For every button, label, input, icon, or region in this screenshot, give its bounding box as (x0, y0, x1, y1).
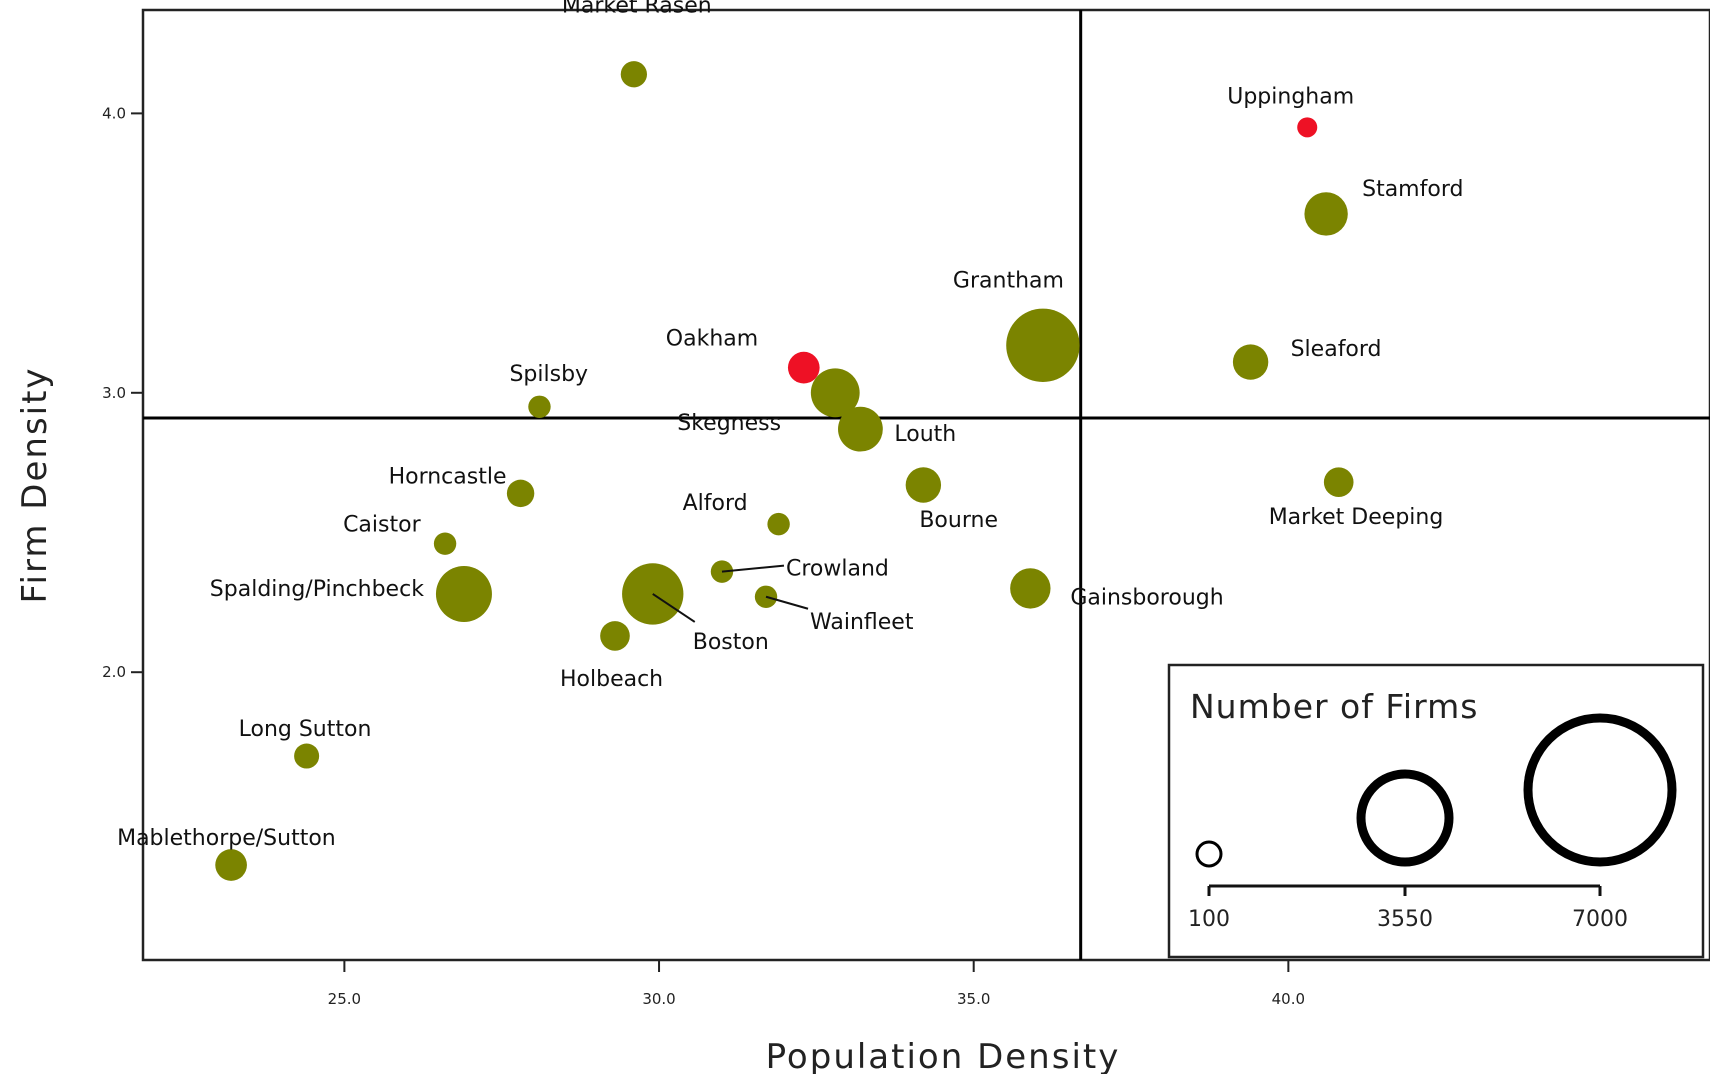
point-caistor (433, 532, 457, 555)
label-wainfleet: Wainfleet (810, 610, 914, 635)
label-stamford: Stamford (1362, 177, 1463, 202)
y-tick-label: 3.0 (102, 384, 126, 402)
label-gainsborough: Gainsborough (1070, 585, 1223, 610)
point-spilsby (528, 395, 551, 418)
label-oakham: Oakham (666, 327, 758, 352)
label-crowland: Crowland (786, 557, 889, 582)
label-uppingham: Uppingham (1227, 84, 1354, 109)
label-holbeach: Holbeach (560, 667, 663, 692)
data-points (215, 61, 1354, 881)
point-stamford (1304, 192, 1348, 236)
callout-line-crowland (721, 564, 785, 573)
legend-label-7000: 7000 (1572, 907, 1628, 932)
legend-circle-3550 (1356, 769, 1454, 867)
label-skegness: Skegness (677, 411, 781, 436)
label-market-rasen: Market Rasen (562, 0, 712, 18)
label-sleaford: Sleaford (1291, 337, 1382, 362)
point-boston (622, 563, 684, 625)
x-axis-title: Population Density (766, 1037, 1121, 1074)
legend-circle-7000 (1523, 713, 1677, 867)
callout-line-wainfleet (765, 595, 809, 610)
x-tick-label: 25.0 (328, 990, 361, 1008)
point-holbeach (600, 621, 630, 651)
label-spilsby: Spilsby (509, 362, 588, 387)
label-alford: Alford (683, 491, 748, 516)
size-legend: Number of Firms 100 3550 7000 (1167, 663, 1705, 959)
label-boston: Boston (693, 630, 769, 655)
legend-label-100: 100 (1188, 907, 1230, 932)
legend-label-3550: 3550 (1377, 907, 1433, 932)
label-mablethorpe-sutton: Mablethorpe/Sutton (117, 826, 336, 851)
point-market-rasen (620, 61, 648, 88)
legend-circle-100 (1195, 840, 1223, 868)
callout-line-boston (652, 593, 696, 623)
point-horncastle (506, 479, 535, 508)
label-market-deeping: Market Deeping (1269, 505, 1444, 530)
point-gainsborough (1010, 568, 1051, 609)
point-mablethorpe-sutton (215, 849, 247, 881)
x-tick-label: 30.0 (642, 990, 675, 1008)
y-axis-ticks: 2.0 3.0 4.0 (102, 104, 143, 681)
legend-items: 100 3550 7000 (1188, 713, 1677, 932)
label-caistor: Caistor (343, 513, 422, 538)
point-louth (838, 406, 883, 452)
label-horncastle: Horncastle (389, 464, 507, 489)
y-axis-title: Firm Density (15, 366, 55, 603)
y-tick-label: 4.0 (102, 104, 126, 122)
point-long-sutton (294, 743, 320, 769)
point-skegness (810, 368, 860, 418)
label-long-sutton: Long Sutton (239, 717, 372, 742)
point-labels: Market Rasen Uppingham Stamford Grantham Sle… (117, 0, 1463, 851)
label-bourne: Bourne (919, 508, 998, 533)
plot-frame (141, 8, 1710, 962)
point-sleaford (1232, 344, 1269, 380)
point-market-deeping (1323, 467, 1354, 498)
label-grantham: Grantham (953, 268, 1064, 293)
label-louth: Louth (894, 422, 956, 447)
point-grantham (1006, 308, 1080, 383)
point-bourne (905, 467, 942, 503)
x-tick-label: 35.0 (957, 990, 990, 1008)
y-tick-label: 2.0 (102, 663, 126, 681)
x-tick-label: 40.0 (1272, 990, 1305, 1008)
point-alford (767, 512, 790, 536)
point-spalding-pinchbeck (435, 565, 492, 622)
reference-lines (143, 10, 1710, 960)
point-uppingham (1297, 117, 1318, 138)
x-axis-ticks: 25.0 30.0 35.0 40.0 (328, 960, 1305, 1008)
point-oakham (787, 351, 820, 384)
legend-title: Number of Firms (1190, 687, 1478, 726)
label-spalding-pinchbeck: Spalding/Pinchbeck (210, 577, 424, 602)
label-callouts (652, 564, 809, 623)
